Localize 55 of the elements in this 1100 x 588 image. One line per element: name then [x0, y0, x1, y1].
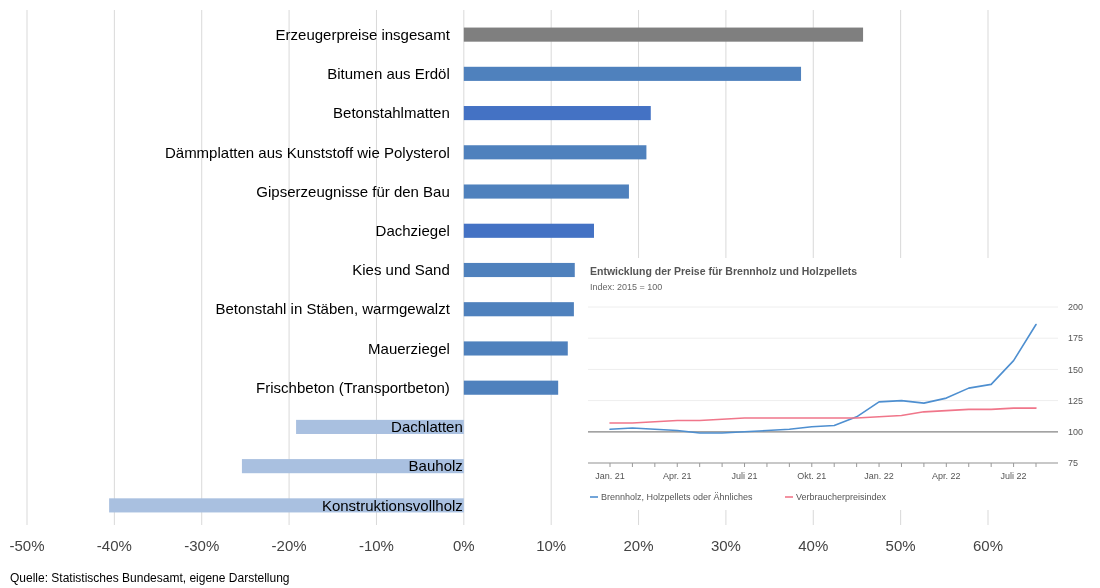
bar — [463, 27, 864, 42]
chart-subtitle: Index: 2015 = 100 — [590, 282, 663, 292]
legend-label: Brennholz, Holzpellets oder Ähnliches — [601, 492, 754, 503]
y-tick-label: 150 — [1068, 364, 1084, 375]
x-tick-label: Apr. 22 — [932, 471, 961, 481]
x-tick-label: 20% — [623, 537, 654, 554]
source-note: Quelle: Statistisches Bundesamt, eigene Darstellung — [10, 571, 290, 585]
y-tick-label: Kies und Sand — [352, 261, 450, 279]
x-tick-label: 40% — [798, 537, 829, 554]
bar — [463, 223, 594, 238]
line-series — [609, 407, 1037, 424]
y-tick-label: Konstruktionsvollholz — [321, 496, 463, 514]
y-tick-label: 200 — [1068, 302, 1084, 313]
y-tick-label: Betonstahl in Stäben, warmgewalzt — [215, 300, 451, 318]
bar — [463, 184, 629, 199]
y-tick-label: Erzeugerpreise insgesamt — [275, 25, 451, 43]
x-tick-label: 10% — [536, 537, 567, 554]
bar — [463, 380, 559, 395]
bar — [463, 262, 575, 278]
bar — [463, 341, 568, 356]
bar — [463, 145, 647, 160]
x-tick-label: Jan. 22 — [864, 471, 894, 481]
chart-title: Entwicklung der Preise für Brennholz und Holzpellets — [590, 265, 858, 277]
y-tick-label: Bauholz — [408, 457, 463, 475]
y-tick-label: Mauerziegel — [368, 339, 450, 357]
x-tick-label: Apr. 21 — [663, 471, 692, 481]
bar — [463, 302, 574, 317]
y-tick-label: Dachziegel — [375, 222, 450, 240]
x-tick-label: 50% — [885, 537, 916, 554]
x-tick-label: 30% — [710, 537, 741, 554]
y-tick-label: 125 — [1068, 395, 1084, 406]
y-tick-label: Dämmplatten aus Kunststoff wie Polysterol — [164, 143, 450, 161]
bar — [463, 106, 651, 121]
x-tick-label: -20% — [271, 537, 307, 554]
bar — [463, 66, 802, 81]
x-tick-label: Juli 22 — [1000, 471, 1027, 481]
x-tick-label: -50% — [9, 537, 45, 554]
legend-label: Verbraucherpreisindex — [796, 492, 887, 503]
y-tick-label: Dachlatten — [391, 418, 463, 436]
y-tick-label: Gipserzeugnisse für den Bau — [256, 182, 450, 200]
y-tick-label: Frischbeton (Transportbeton) — [256, 378, 450, 396]
x-tick-label: Juli 21 — [731, 471, 758, 481]
x-tick-label: -40% — [96, 537, 132, 554]
y-tick-label: Betonstahlmatten — [333, 104, 450, 122]
y-tick-label: 75 — [1068, 458, 1079, 469]
x-tick-label: Okt. 21 — [797, 471, 827, 481]
x-tick-label: Jan. 21 — [595, 471, 625, 481]
y-tick-label: Bitumen aus Erdöl — [327, 65, 450, 83]
x-tick-label: -30% — [184, 537, 220, 554]
x-tick-label: -10% — [358, 537, 394, 554]
x-tick-label: 60% — [972, 537, 1004, 554]
y-tick-label: 175 — [1068, 333, 1084, 344]
line-series — [609, 323, 1037, 434]
y-tick-label: 100 — [1068, 426, 1084, 437]
x-tick-label: 0% — [452, 537, 475, 554]
